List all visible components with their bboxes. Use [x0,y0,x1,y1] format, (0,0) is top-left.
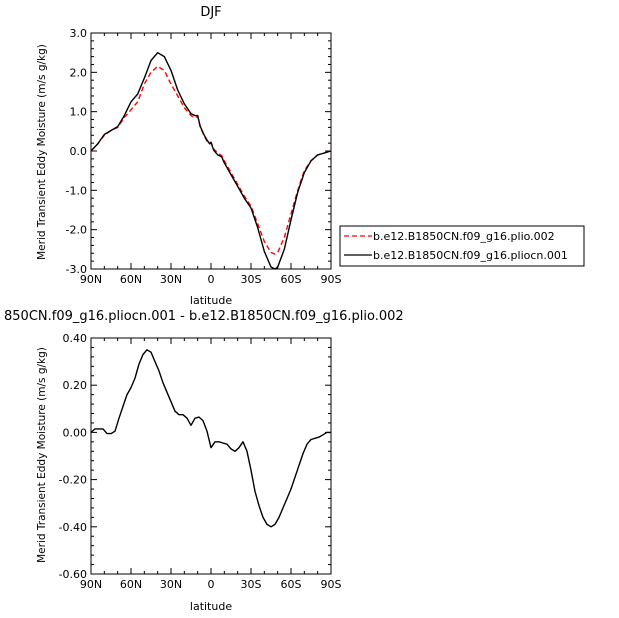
bottom-chart-title: 850CN.f09_g16.pliocn.001 - b.e12.B1850CN… [4,309,404,324]
x-tick-label: 60N [120,273,142,286]
top-plot-area: 90N 60N 30N 0 30S 60S 90S 3.0 2.0 1.0 0.0 -1.0 -2.0 -… [66,27,342,286]
plot-frame [90,32,332,270]
x-tick-label: 30N [160,273,182,286]
y-tick-label: -0.20 [59,474,87,487]
y-tick-label: 1.0 [70,106,88,119]
top-chart-title: DJF [200,5,221,20]
bottom-y-axis-label: Merid Transient Eddy Moisture (m/s g/kg) [36,347,48,563]
x-tick-label: 60S [281,273,302,286]
y-tick-label: -2.0 [66,224,87,237]
y-tick-label: 2.0 [70,66,88,79]
y-tick-label: 0.40 [63,332,88,345]
y-tick-label: -1.0 [66,184,87,197]
x-tick-label: 90S [321,578,342,591]
x-tick-label: 0 [208,273,215,286]
legend-label-pliocn: b.e12.B1850CN.f09_g16.pliocn.001 [373,249,568,262]
y-tick-label: 0.20 [63,379,88,392]
bottom-x-axis-label: latitude [190,600,232,613]
legend: b.e12.B1850CN.f09_g16.plio.002 b.e12.B18… [339,225,585,267]
top-chart: DJF 90N 60N 30N 0 30S 60S 90S 3.0 2.0 1.0 0.0 -1.0 -… [36,5,585,307]
y-tick-label: -0.60 [59,568,87,581]
x-tick-label: 0 [208,578,215,591]
x-tick-label: 90N [80,578,102,591]
series-line-0-0 [90,65,332,255]
y-tick-label: -3.0 [66,263,87,276]
top-y-axis-label: Merid Transient Eddy Moisture (m/s g/kg) [36,44,48,260]
x-tick-label: 90N [80,273,102,286]
plot-frame [90,337,332,575]
legend-label-plio: b.e12.B1850CN.f09_g16.plio.002 [373,230,555,243]
top-x-axis-label: latitude [190,294,232,307]
x-tick-label: 60S [281,578,302,591]
series-line-0-1 [90,52,332,270]
bottom-plot-area: 90N 60N 30N 0 30S 60S 90S 0.40 0.20 0.00 -0.20 -0.4… [59,332,342,591]
y-tick-label: 0.00 [63,426,88,439]
x-tick-label: 90S [321,273,342,286]
x-tick-label: 30N [160,578,182,591]
y-tick-label: 3.0 [70,27,88,40]
x-tick-label: 30S [241,578,262,591]
bottom-chart: 850CN.f09_g16.pliocn.001 - b.e12.B1850CN… [4,309,404,613]
series-line-1-0 [90,349,331,528]
x-tick-label: 30S [241,273,262,286]
x-tick-label: 60N [120,578,142,591]
y-tick-label: 0.0 [70,145,88,158]
legend-box [339,225,585,267]
y-tick-label: -0.40 [59,521,87,534]
